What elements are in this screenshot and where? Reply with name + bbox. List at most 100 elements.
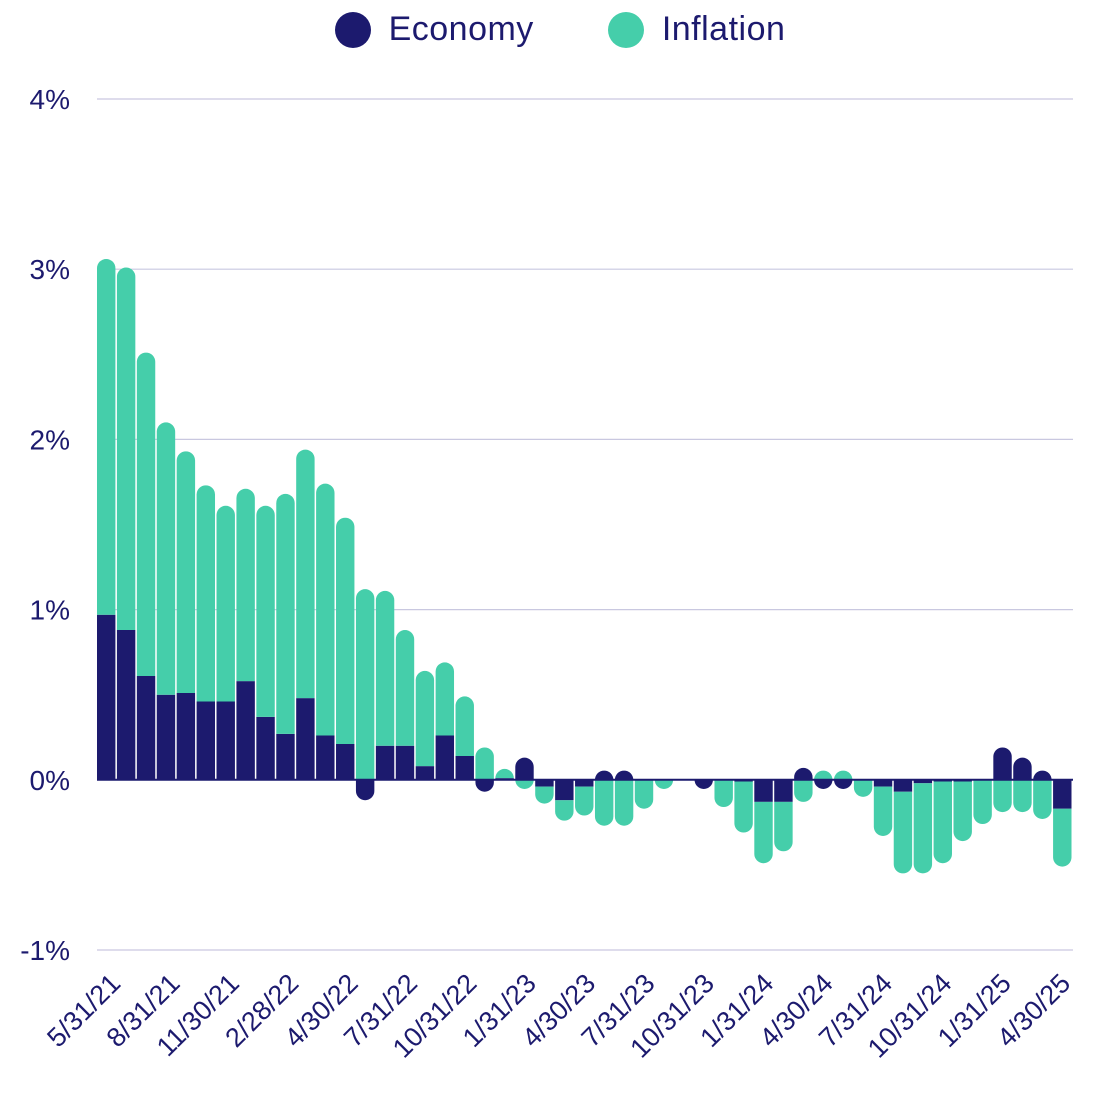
economy-bar xyxy=(395,745,415,780)
economy-bar xyxy=(993,747,1012,780)
economy-bar xyxy=(814,779,833,790)
inflation-bar xyxy=(236,488,255,682)
inflation-bar xyxy=(1033,779,1052,819)
legend-item-inflation: Inflation xyxy=(607,10,786,49)
economy-bar xyxy=(355,779,375,801)
inflation-bar xyxy=(893,791,913,874)
inflation-bar xyxy=(176,451,196,693)
inflation-bar xyxy=(1053,808,1072,867)
inflation-bar xyxy=(634,779,654,809)
economy-bar xyxy=(256,716,275,780)
economy-bar xyxy=(873,779,893,787)
inflation-bar xyxy=(515,779,534,790)
economy-swatch-icon xyxy=(334,11,371,48)
y-tick-label: 4% xyxy=(30,84,70,115)
inflation-bar xyxy=(833,770,853,780)
y-tick-label: 3% xyxy=(30,254,70,285)
inflation-bar xyxy=(953,781,972,842)
economy-bar xyxy=(136,675,156,780)
inflation-bar xyxy=(97,258,116,615)
inflation-bar xyxy=(216,505,235,702)
legend: Economy Inflation xyxy=(0,10,1120,49)
economy-bar xyxy=(1033,770,1052,780)
economy-bar xyxy=(336,744,355,780)
economy-bar xyxy=(475,779,494,792)
economy-bar xyxy=(1013,757,1032,780)
economy-bar xyxy=(535,779,554,787)
economy-bar xyxy=(216,701,235,780)
inflation-bar xyxy=(395,630,415,746)
inflation-bar xyxy=(276,493,295,734)
economy-bar xyxy=(893,779,913,792)
inflation-bar xyxy=(435,662,455,736)
economy-bar xyxy=(774,779,793,802)
inflation-bar xyxy=(594,779,614,826)
bars xyxy=(97,258,1072,874)
economy-bar xyxy=(276,733,295,780)
inflation-bar xyxy=(475,747,494,780)
inflation-bar xyxy=(714,779,733,808)
inflation-bar xyxy=(415,670,435,767)
economy-bar xyxy=(156,694,176,780)
economy-bar xyxy=(833,779,853,790)
inflation-bar xyxy=(555,800,574,821)
inflation-bar xyxy=(933,781,952,864)
economy-bar xyxy=(97,614,116,780)
economy-bar xyxy=(116,630,136,780)
inflation-bar xyxy=(495,768,514,779)
x-axis-labels: 5/31/218/31/2111/30/212/28/224/30/227/31… xyxy=(41,968,1076,1064)
economy-bar xyxy=(236,681,255,780)
y-tick-label: 2% xyxy=(30,424,70,455)
economy-bar xyxy=(296,698,315,780)
economy-bar xyxy=(435,735,455,780)
inflation-bar xyxy=(575,786,594,816)
economy-bar xyxy=(754,779,773,802)
inflation-bar xyxy=(913,783,933,874)
economy-bar xyxy=(375,745,395,780)
legend-label-economy: Economy xyxy=(388,10,534,48)
economy-bar xyxy=(415,766,435,780)
inflation-bar xyxy=(116,267,136,631)
inflation-bar xyxy=(794,779,813,802)
inflation-bar xyxy=(316,483,335,736)
y-tick-label: 0% xyxy=(30,765,70,796)
inflation-bar xyxy=(535,786,554,804)
inflation-bar xyxy=(774,801,793,852)
economy-bar xyxy=(455,755,474,780)
inflation-bar xyxy=(256,505,275,717)
inflation-bar xyxy=(734,781,753,833)
inflation-bar xyxy=(973,779,992,825)
inflation-swatch-icon xyxy=(607,11,644,48)
inflation-bar xyxy=(336,517,355,745)
legend-item-economy: Economy xyxy=(334,10,534,49)
economy-bar xyxy=(196,701,216,780)
y-tick-label: -1% xyxy=(20,935,70,966)
inflation-bar xyxy=(614,779,634,826)
inflation-bar xyxy=(375,590,395,746)
inflation-bar xyxy=(355,589,375,780)
economy-bar xyxy=(594,770,614,780)
legend-label-inflation: Inflation xyxy=(661,10,786,48)
economy-bar xyxy=(614,770,634,780)
inflation-bar xyxy=(136,352,156,676)
y-tick-label: 1% xyxy=(30,595,70,626)
inflation-bar xyxy=(156,422,176,695)
inflation-bar xyxy=(993,779,1012,813)
inflation-bar xyxy=(654,779,674,790)
inflation-bar xyxy=(296,449,315,699)
inflation-bar xyxy=(196,485,216,702)
economy-bar xyxy=(316,735,335,780)
y-axis-labels: -1% 0% 1% 2% 3% 4% xyxy=(20,84,70,966)
economy-bar xyxy=(575,779,594,787)
economy-bar xyxy=(176,692,196,780)
economy-bar xyxy=(555,779,574,801)
economy-bar xyxy=(1053,779,1072,809)
inflation-bar xyxy=(873,786,893,836)
economy-bar xyxy=(694,779,713,790)
inflation-bar xyxy=(814,770,833,780)
inflation-bar xyxy=(455,696,474,756)
inflation-bar xyxy=(853,779,873,797)
economy-bar xyxy=(515,757,534,780)
inflation-bar xyxy=(754,801,773,864)
